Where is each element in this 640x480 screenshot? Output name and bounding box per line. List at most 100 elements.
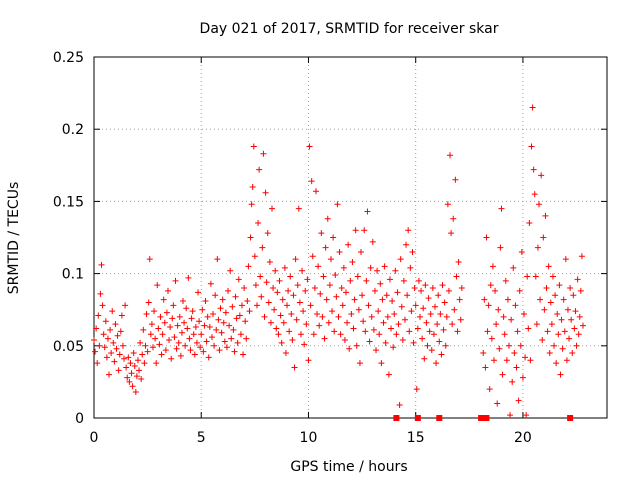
data-point <box>145 299 152 306</box>
x-tick-label: 5 <box>197 430 206 446</box>
data-point <box>495 306 502 313</box>
grid-lines <box>94 57 607 418</box>
data-point <box>415 277 422 284</box>
data-point <box>368 313 375 320</box>
data-point <box>414 325 421 332</box>
data-point <box>558 316 565 323</box>
data-point <box>110 339 117 346</box>
data-point <box>551 342 558 349</box>
data-point <box>449 321 456 328</box>
x-tick-label: 0 <box>90 430 99 446</box>
data-point <box>519 374 526 381</box>
data-point <box>542 212 549 219</box>
data-point <box>398 303 405 310</box>
data-point <box>502 277 509 284</box>
data-point <box>566 335 573 342</box>
data-point <box>347 277 354 284</box>
data-point <box>511 350 518 357</box>
data-point <box>434 321 441 328</box>
data-point <box>92 348 99 355</box>
data-point <box>528 143 535 150</box>
data-point <box>483 234 490 241</box>
data-point <box>315 263 322 270</box>
data-point <box>555 331 562 338</box>
data-point <box>187 347 194 354</box>
data-point <box>218 329 225 336</box>
data-point <box>160 296 167 303</box>
data-point <box>353 342 360 349</box>
data-point <box>569 350 576 357</box>
data-point <box>498 205 505 212</box>
data-point <box>122 302 129 309</box>
data-point <box>310 331 317 338</box>
data-point <box>271 306 278 313</box>
data-point <box>191 351 198 358</box>
data-point <box>388 325 395 332</box>
data-point <box>451 306 458 313</box>
data-point <box>406 328 413 335</box>
data-point <box>428 347 435 354</box>
data-point <box>101 344 108 351</box>
y-axis-ticks: 0 0.05 0.1 0.15 0.2 0.25 <box>53 50 607 427</box>
data-point <box>325 319 332 326</box>
data-point <box>573 342 580 349</box>
data-point <box>510 264 517 271</box>
zero-markers <box>393 415 574 421</box>
data-point <box>348 311 355 318</box>
data-point <box>439 282 446 289</box>
data-point <box>577 287 584 294</box>
data-point <box>437 311 444 318</box>
data-point <box>300 308 307 315</box>
data-point <box>373 347 380 354</box>
data-point <box>356 360 363 367</box>
data-point <box>290 292 297 299</box>
data-point <box>318 230 325 237</box>
data-point <box>571 325 578 332</box>
data-point <box>129 383 136 390</box>
data-point <box>457 316 464 323</box>
data-point <box>384 313 391 320</box>
data-point <box>171 334 178 341</box>
data-point <box>151 308 158 315</box>
data-point <box>507 412 514 419</box>
y-tick-label: 0.05 <box>53 339 84 355</box>
data-point <box>364 208 371 215</box>
data-point <box>172 277 179 284</box>
data-point <box>341 337 348 344</box>
data-point <box>355 306 362 313</box>
data-point <box>536 201 543 208</box>
data-point <box>107 326 114 333</box>
data-point <box>346 345 353 352</box>
data-point <box>508 316 515 323</box>
data-point <box>366 338 373 345</box>
data-point <box>543 285 550 292</box>
data-point <box>529 104 536 111</box>
data-point <box>131 363 138 370</box>
data-point <box>273 325 280 332</box>
data-point <box>168 355 175 362</box>
data-point <box>197 344 204 351</box>
data-point <box>210 311 217 318</box>
data-point <box>167 324 174 331</box>
data-point <box>447 152 454 159</box>
x-tick-label: 10 <box>300 430 318 446</box>
x-tick-label: 20 <box>514 430 532 446</box>
data-point <box>280 319 287 326</box>
data-point <box>177 352 184 359</box>
data-point <box>249 183 256 190</box>
data-point <box>141 360 148 367</box>
data-point <box>308 178 315 185</box>
data-point <box>121 355 128 362</box>
data-point <box>307 302 314 309</box>
data-point <box>192 324 199 331</box>
data-point <box>294 282 301 289</box>
data-point <box>383 292 390 299</box>
data-point <box>259 244 266 251</box>
data-point <box>244 298 251 305</box>
data-point <box>159 331 166 338</box>
data-point <box>115 367 122 374</box>
data-point <box>409 248 416 255</box>
data-point <box>170 302 177 309</box>
data-point <box>488 335 495 342</box>
